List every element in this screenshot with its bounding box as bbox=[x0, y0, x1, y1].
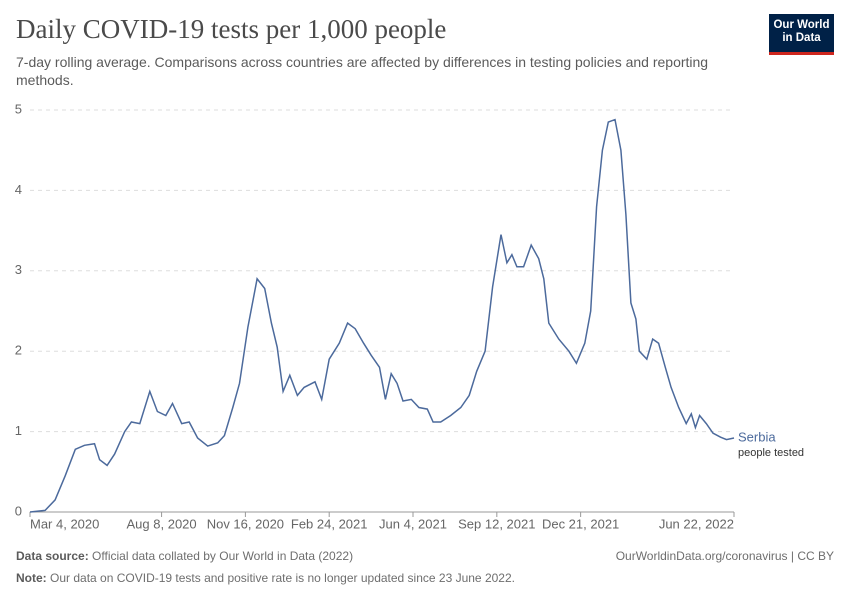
x-tick-label: Feb 24, 2021 bbox=[291, 516, 368, 531]
note: Note: Our data on COVID-19 tests and pos… bbox=[16, 571, 515, 585]
logo-text: in Data bbox=[782, 32, 821, 44]
y-tick-label: 5 bbox=[15, 101, 22, 116]
source: Data source: Official data collated by O… bbox=[16, 549, 353, 563]
x-tick-label: Nov 16, 2020 bbox=[207, 516, 284, 531]
logo-text: Our World bbox=[773, 19, 830, 31]
note-text: Our data on COVID-19 tests and positive … bbox=[50, 571, 515, 585]
source-label: Data source: bbox=[16, 549, 89, 563]
y-tick-label: 2 bbox=[15, 343, 22, 358]
logo[interactable]: Our World in Data bbox=[769, 14, 834, 55]
line bbox=[29, 118, 735, 513]
x-tick-label: Dec 21, 2021 bbox=[542, 516, 619, 531]
chart-title: Daily COVID-19 tests per 1,000 people bbox=[16, 14, 447, 44]
x-tick-label: Jun 22, 2022 bbox=[659, 516, 734, 531]
y-tick-label: 4 bbox=[15, 182, 22, 197]
y-tick-label: 1 bbox=[15, 423, 22, 438]
x-tick-label: Sep 12, 2021 bbox=[458, 516, 535, 531]
y-tick-label: 3 bbox=[15, 262, 22, 277]
chart-subtitle: 7-day rolling average. Comparisons acros… bbox=[16, 54, 709, 88]
x-tick-label: Aug 8, 2020 bbox=[127, 516, 197, 531]
series-sublabel: people tested bbox=[738, 447, 804, 459]
note-label: Note: bbox=[16, 571, 47, 585]
x-tick-label: Mar 4, 2020 bbox=[30, 516, 99, 531]
y-tick-label: 0 bbox=[15, 503, 22, 518]
source-text: Official data collated by Our World in D… bbox=[92, 549, 354, 563]
credit: OurWorldinData.org/coronavirus | CC BY bbox=[615, 549, 834, 563]
series-label: Serbia bbox=[738, 429, 776, 444]
x-tick-label: Jun 4, 2021 bbox=[379, 516, 447, 531]
